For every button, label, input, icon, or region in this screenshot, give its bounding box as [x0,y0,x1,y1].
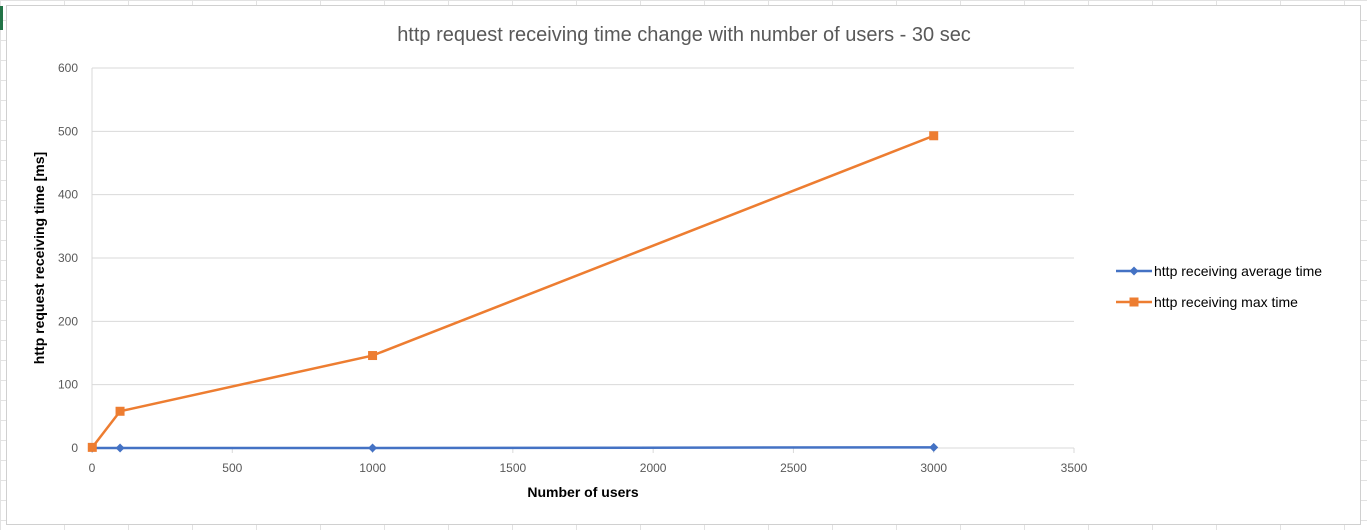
series-line-1 [91,134,935,449]
axes: 0 100 200 300 400 500 600 0 500 1000 1500 2000 2500 3… [58,61,1088,475]
x-tick-label: 3000 [920,461,947,475]
y-tick-label: 600 [58,61,78,75]
series-line-0 [92,446,934,450]
chart-title: http request receiving time change with … [397,24,971,46]
y-axis-title: http request receiving time [ms] [31,152,47,364]
selection-indicator [0,6,3,30]
x-tick-label: 2500 [780,461,807,475]
y-tick-label: 300 [58,251,78,265]
x-tick-label: 1500 [500,461,527,475]
x-tick-label: 3500 [1061,461,1088,475]
data-point [368,351,378,361]
x-axis-title: Number of users [527,484,638,500]
series-1 [87,131,939,452]
y-tick-label: 200 [58,314,78,328]
legend-marker [1129,266,1139,276]
legend: http receiving average time http receivin… [1116,263,1322,310]
chart-area[interactable] [6,5,1361,525]
y-tick-label: 0 [71,441,78,455]
x-tick-label: 1000 [359,461,386,475]
data-point [929,131,939,141]
x-tick-label: 0 [89,461,96,475]
data-point [115,443,125,453]
legend-marker [1129,297,1139,307]
legend-label: http receiving max time [1154,294,1298,310]
data-point [368,443,378,453]
legend-entry-1: http receiving max time [1116,294,1298,310]
data-point [115,406,125,416]
data-point [929,442,939,452]
series-layer [87,131,939,453]
y-tick-label: 400 [58,188,78,202]
y-tick-label: 500 [58,124,78,138]
x-tick-label: 500 [222,461,242,475]
data-point [87,442,97,452]
legend-entry-0: http receiving average time [1116,263,1322,279]
y-tick-label: 100 [58,378,78,392]
gridlines [92,67,1074,449]
legend-label: http receiving average time [1154,263,1322,279]
x-tick-label: 2000 [640,461,667,475]
